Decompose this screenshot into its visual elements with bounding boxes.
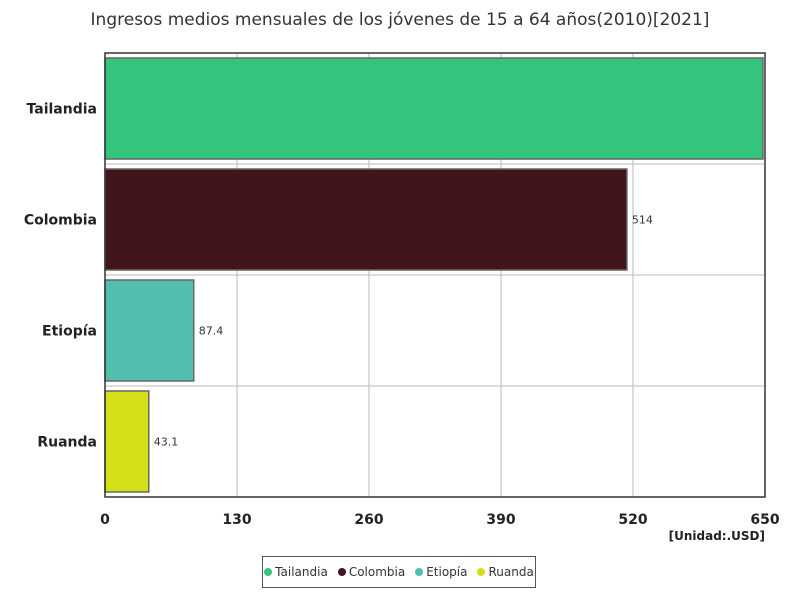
x-tick-label: 130 bbox=[222, 512, 251, 528]
legend-item[interactable]: Ruanda bbox=[477, 565, 534, 579]
legend-label: Ruanda bbox=[488, 565, 534, 579]
legend-label: Etiopía bbox=[426, 565, 468, 579]
data-label: 87.4 bbox=[199, 325, 224, 338]
data-label: 514 bbox=[632, 214, 653, 227]
category-label: Colombia bbox=[24, 213, 97, 229]
legend-swatch bbox=[415, 568, 424, 576]
legend-swatch bbox=[477, 568, 486, 576]
category-label: Etiopía bbox=[42, 324, 97, 340]
chart-legend: Tailandia Colombia Etiopía Ruanda bbox=[262, 556, 536, 588]
chart-title: Ingresos medios mensuales de los jóvenes… bbox=[90, 10, 710, 30]
legend-label: Tailandia bbox=[275, 565, 328, 579]
category-label: Ruanda bbox=[37, 435, 97, 451]
legend-item[interactable]: Colombia bbox=[337, 565, 406, 579]
bar bbox=[104, 390, 150, 493]
x-tick-label: 650 bbox=[750, 512, 779, 528]
x-tick-label: 520 bbox=[618, 512, 647, 528]
unit-label: [Unidad:.USD] bbox=[668, 529, 765, 543]
legend-swatch bbox=[264, 568, 273, 576]
legend-item[interactable]: Etiopía bbox=[415, 565, 467, 579]
x-tick-label: 0 bbox=[100, 512, 110, 528]
bar bbox=[104, 57, 764, 160]
category-label: Tailandia bbox=[27, 102, 97, 118]
x-tick-label: 390 bbox=[486, 512, 515, 528]
x-tick-label: 260 bbox=[354, 512, 383, 528]
legend-swatch bbox=[337, 568, 346, 576]
plot-frame bbox=[104, 52, 766, 498]
bar bbox=[104, 168, 628, 271]
bar bbox=[104, 279, 195, 382]
legend-label: Colombia bbox=[348, 565, 406, 579]
data-label: 43.1 bbox=[154, 436, 179, 449]
legend-item[interactable]: Tailandia bbox=[264, 565, 328, 579]
